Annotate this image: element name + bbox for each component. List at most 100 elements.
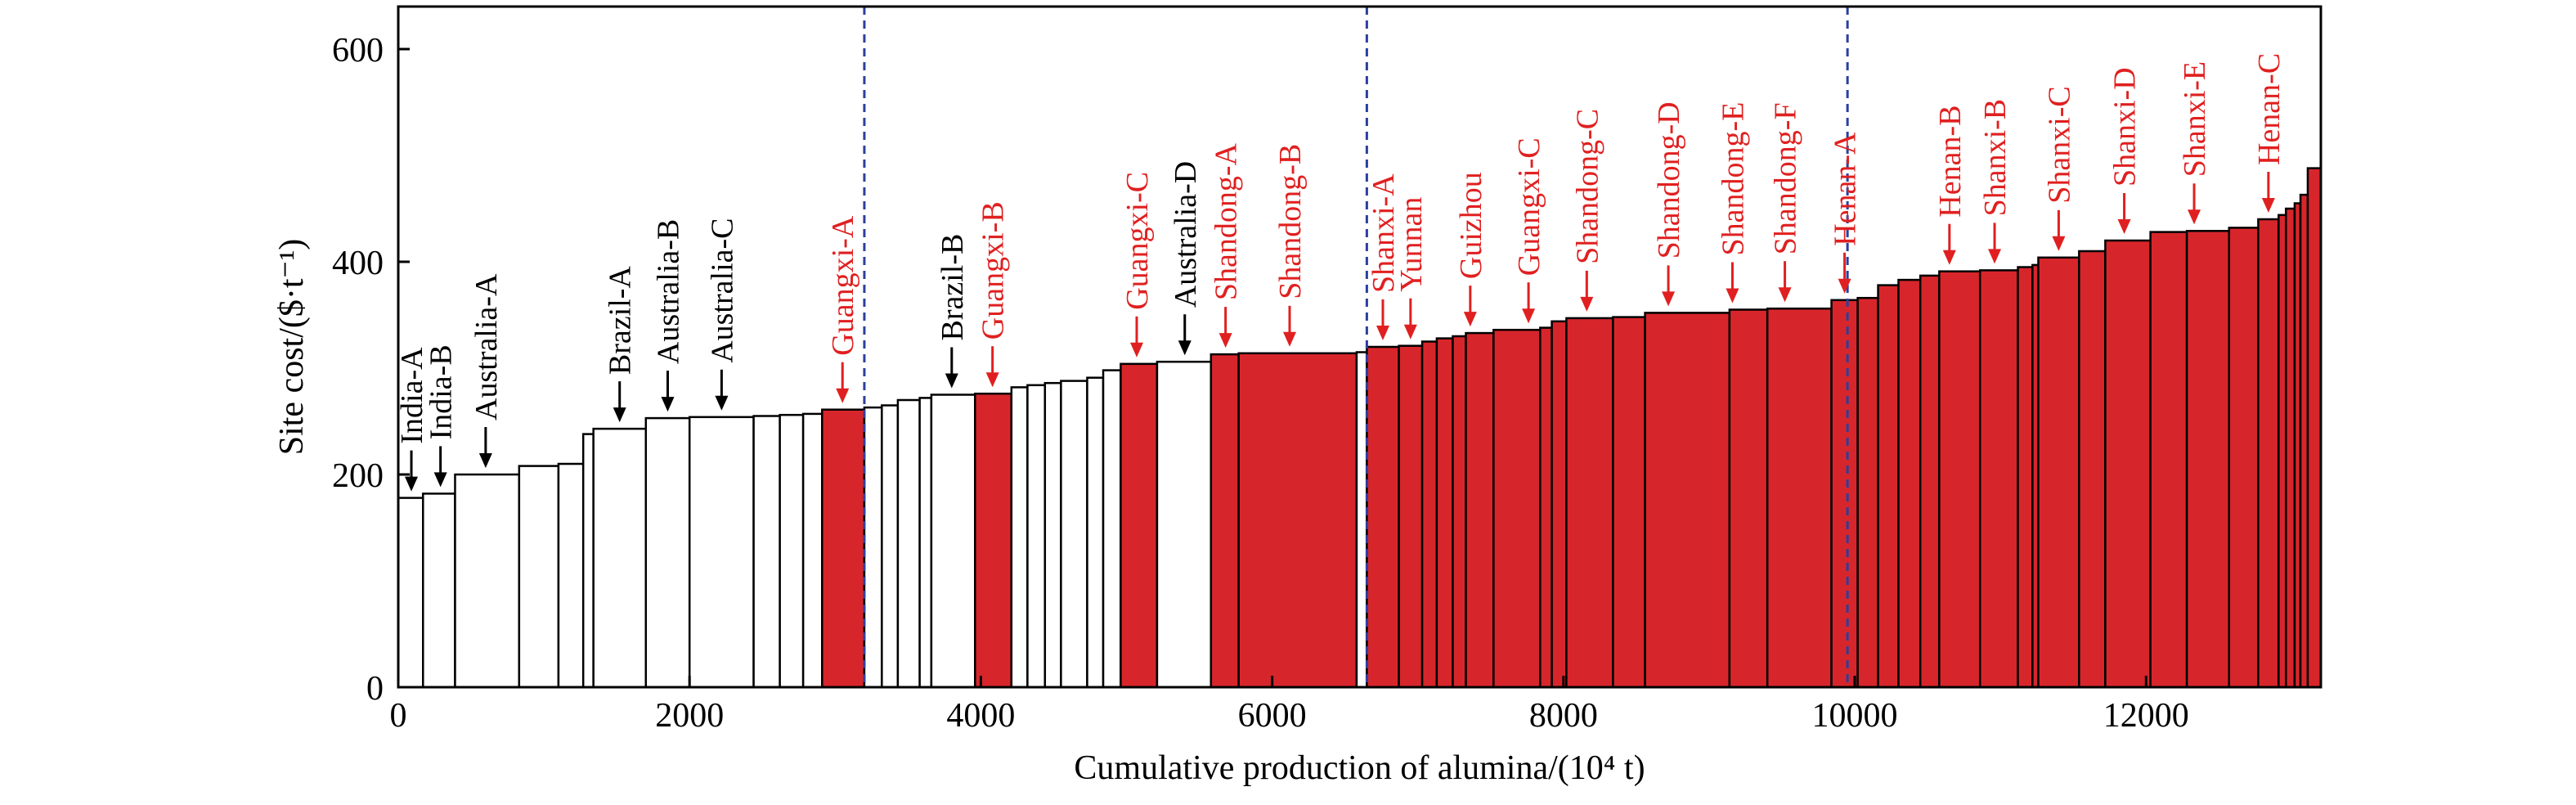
bar-china-65 (2306, 167, 2322, 689)
bar-china-54 (2037, 256, 2080, 689)
bar-china-29 (1237, 352, 1358, 689)
annotation-arrowhead (1522, 308, 1536, 324)
annotation-arrowhead (2261, 198, 2275, 213)
bar-china-59 (2228, 227, 2260, 689)
annotation-arrowhead (613, 407, 626, 423)
bar-other-11 (779, 413, 805, 689)
annotation-arrowhead (2117, 219, 2131, 234)
bar-china-38 (1539, 326, 1553, 689)
annotation-arrowhead (1178, 340, 1192, 356)
bar-other-24 (1086, 376, 1105, 689)
y-tick-label: 400 (332, 245, 384, 282)
bar-other-23 (1060, 380, 1088, 689)
x-tick-label: 4000 (946, 697, 1015, 735)
site-label: Australia-C (705, 218, 739, 363)
annotation-arrowhead (433, 472, 447, 488)
bar-china-57 (2149, 231, 2188, 689)
site-label: Shanxi-B (1978, 99, 2013, 217)
annotation-arrowhead (836, 388, 850, 403)
bar-other-25 (1102, 369, 1122, 689)
annotation-arrowhead (1129, 342, 1143, 358)
site-label: Shanxi-A (1367, 173, 1401, 293)
site-label: Guangxi-C (1120, 172, 1155, 310)
bar-other-17 (918, 397, 933, 689)
site-label: Shanxi-C (2042, 86, 2076, 204)
site-label: Brazil-A (604, 266, 638, 376)
bar-china-47 (1877, 284, 1900, 689)
annotation-arrowhead (1283, 331, 1297, 347)
site-label: Guangxi-C (1512, 137, 1546, 276)
bar-other-27 (1156, 360, 1213, 689)
annotation-arrowhead (1463, 312, 1477, 327)
annotation-arrowhead (661, 397, 675, 412)
divider-lines (863, 7, 1849, 687)
x-tick-label: 2000 (655, 697, 724, 735)
bar-china-13 (821, 408, 866, 689)
annotation-arrowhead (1662, 291, 1676, 307)
annotation-arrowhead (1403, 324, 1417, 340)
bar-china-45 (1830, 299, 1859, 689)
bar-china-56 (2104, 239, 2152, 689)
bar-china-19 (974, 392, 1013, 689)
bar-other-3 (454, 473, 521, 689)
bar-other-6 (581, 433, 595, 689)
bar-china-32 (1398, 344, 1424, 689)
site-label: Shandong-C (1570, 109, 1604, 264)
site-label: Guangxi-A (826, 215, 860, 356)
bar-other-18 (930, 394, 976, 689)
bar-china-35 (1452, 335, 1467, 689)
x-tick-label: 12000 (2103, 697, 2189, 735)
bar-china-60 (2257, 218, 2280, 689)
bar-other-22 (1043, 381, 1062, 689)
bar-china-52 (2017, 266, 2034, 689)
bar-other-9 (688, 416, 755, 689)
annotation-arrowhead (1838, 278, 1851, 294)
annotation-arrowhead (715, 395, 729, 411)
annotation-arrowhead (2052, 236, 2066, 251)
bar-other-12 (801, 412, 824, 689)
x-tick-label: 8000 (1529, 697, 1598, 735)
y-axis-label: Site cost/($·t⁻¹) (273, 239, 311, 456)
bar-other-5 (557, 462, 585, 689)
site-label: India-A (395, 347, 429, 444)
bar-china-46 (1856, 296, 1879, 689)
annotation-arrowhead (945, 373, 958, 389)
annotation-arrowhead (1726, 288, 1739, 304)
site-label: Shandong-B (1273, 144, 1308, 299)
site-label: Henan-A (1829, 132, 1863, 246)
site-label: Australia-B (651, 219, 685, 364)
bar-china-40 (1565, 317, 1614, 689)
bar-china-61 (2278, 214, 2287, 689)
x-tick-label: 10000 (1812, 697, 1898, 735)
bar-china-51 (1978, 269, 2019, 689)
bar-other-30 (1355, 351, 1368, 689)
bar-china-33 (1420, 340, 1438, 689)
annotation-arrowhead (985, 372, 999, 388)
bar-other-14 (863, 406, 883, 689)
site-label: Shandong-A (1209, 142, 1244, 300)
bar-china-42 (1644, 312, 1731, 689)
bar-other-16 (896, 398, 921, 689)
bar-other-7 (592, 427, 648, 689)
y-tick-label: 0 (366, 670, 384, 708)
x-tick-label: 0 (390, 697, 407, 735)
bar-china-31 (1366, 345, 1400, 689)
bar-china-37 (1492, 328, 1542, 689)
site-label: Shandong-E (1716, 102, 1750, 256)
site-label: Shanxi-D (2108, 67, 2143, 187)
annotation-arrowhead (1376, 326, 1389, 340)
annotation-arrowhead (1218, 333, 1232, 349)
bar-other-10 (752, 415, 781, 689)
axes-layer: 0 2000 4000 6000 8000 10000 12000 0 200 400 600 (332, 32, 2189, 735)
bar-china-28 (1209, 353, 1240, 689)
bar-other-15 (881, 404, 900, 689)
bar-china-41 (1612, 316, 1646, 689)
x-tick-label: 6000 (1238, 697, 1307, 735)
annotation-arrowhead (1942, 250, 1956, 265)
y-tick-label: 200 (332, 457, 384, 495)
bar-china-39 (1551, 320, 1568, 689)
bar-china-62 (2285, 207, 2296, 689)
site-label: Henan-C (2252, 53, 2287, 165)
bar-other-21 (1026, 384, 1047, 689)
